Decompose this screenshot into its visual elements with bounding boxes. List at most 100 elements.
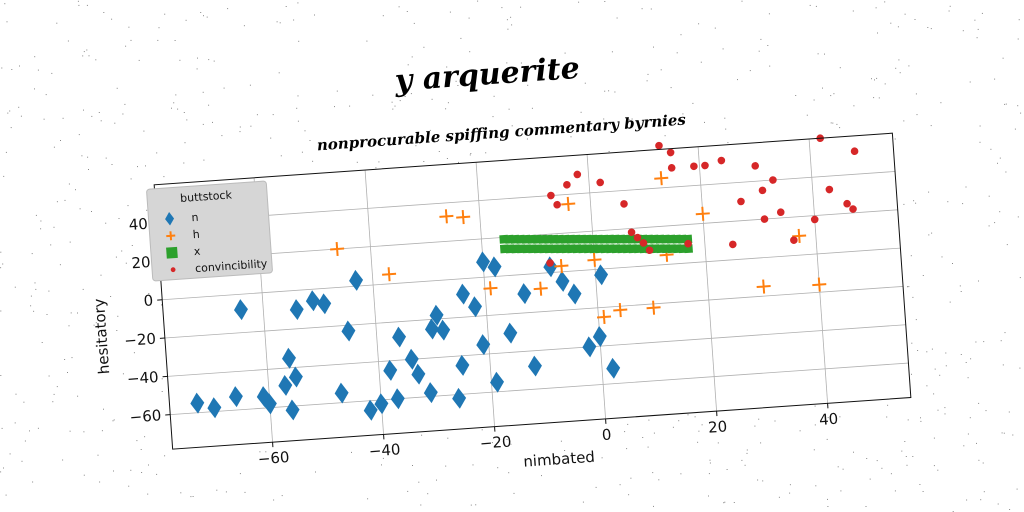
speckle-dot — [611, 51, 613, 53]
speckle-dot — [21, 460, 23, 462]
speckle-dot — [701, 424, 703, 426]
y-axis: −60 −40 −20 0 20 40 — [124, 215, 171, 426]
speckle-dot — [196, 68, 198, 70]
point-convincibility — [701, 161, 709, 170]
speckle-dot — [116, 87, 118, 89]
speckle-dot — [470, 153, 472, 154]
speckle-dot — [931, 232, 933, 234]
speckle-dot — [285, 6, 287, 7]
speckle-dot — [799, 430, 801, 432]
point-convincibility — [547, 191, 555, 200]
speckle-dot — [30, 295, 32, 297]
speckle-dot — [934, 368, 936, 370]
speckle-dot — [723, 502, 725, 504]
point-h — [561, 196, 576, 212]
speckle-dot — [527, 84, 529, 86]
speckle-dot — [116, 330, 118, 331]
speckle-dot — [14, 422, 16, 424]
point-n — [594, 264, 609, 286]
speckle-dot — [624, 431, 626, 433]
speckle-dot — [904, 13, 906, 15]
speckle-dot — [3, 175, 5, 177]
speckle-dot — [112, 420, 114, 422]
speckle-dot — [922, 275, 924, 276]
speckle-dot — [431, 98, 433, 100]
speckle-dot — [131, 245, 133, 246]
speckle-dot — [41, 342, 43, 343]
speckle-dot — [692, 102, 694, 104]
speckle-dot — [1005, 171, 1007, 173]
speckle-dot — [356, 161, 358, 163]
speckle-dot — [608, 90, 610, 92]
speckle-dot — [930, 125, 932, 127]
point-h — [330, 241, 345, 257]
speckle-dot — [1006, 244, 1008, 246]
speckle-dot — [183, 112, 185, 113]
point-convincibility — [666, 148, 675, 157]
speckle-dot — [939, 374, 941, 376]
legend-label-n: n — [191, 211, 199, 224]
point-convincibility — [684, 239, 692, 248]
speckle-dot — [212, 121, 213, 123]
speckle-dot — [774, 420, 776, 422]
speckle-dot — [1002, 364, 1004, 366]
speckle-dot — [1004, 332, 1006, 334]
speckle-dot — [4, 3, 6, 5]
y-tick-label: −20 — [124, 330, 157, 350]
point-convincibility — [620, 200, 628, 208]
speckle-dot — [225, 491, 227, 493]
point-n — [374, 393, 389, 415]
x-tick-label: −60 — [257, 448, 290, 468]
speckle-dot — [881, 467, 883, 469]
speckle-dot — [161, 304, 162, 306]
speckle-dot — [34, 88, 35, 90]
series-convincibility — [546, 134, 859, 267]
speckle-dot — [944, 407, 946, 409]
speckle-dot — [6, 21, 8, 23]
speckle-dot — [687, 414, 689, 416]
speckle-dot — [223, 87, 225, 89]
speckle-dot — [382, 457, 384, 459]
speckle-dot — [429, 129, 431, 131]
point-convincibility — [645, 246, 654, 255]
speckle-dot — [53, 226, 55, 228]
x-tick-label: 40 — [819, 410, 839, 429]
speckle-dot — [700, 61, 702, 63]
speckle-dot — [30, 305, 32, 307]
speckle-dot — [994, 222, 996, 224]
speckle-dot — [259, 451, 261, 453]
speckle-dot — [111, 18, 113, 20]
speckle-dot — [56, 22, 58, 24]
speckle-dot — [156, 376, 157, 377]
point-n — [411, 363, 426, 385]
speckle-dot — [608, 151, 610, 152]
speckle-dot — [1020, 112, 1022, 114]
x-tick-label: 0 — [601, 426, 612, 445]
speckle-dot — [933, 465, 935, 467]
speckle-dot — [146, 209, 148, 211]
speckle-dot — [626, 448, 628, 450]
speckle-dot — [697, 441, 699, 443]
speckle-dot — [34, 282, 36, 284]
speckle-dot — [578, 1, 580, 3]
speckle-dot — [469, 154, 471, 156]
point-n — [468, 296, 483, 318]
speckle-dot — [990, 148, 992, 150]
speckle-dot — [853, 105, 855, 107]
speckle-dot — [928, 234, 930, 236]
point-n — [317, 293, 332, 315]
speckle-dot — [904, 441, 906, 442]
speckle-dot — [381, 464, 382, 466]
speckle-dot — [976, 442, 977, 444]
speckle-dot — [813, 449, 815, 451]
speckle-dot — [917, 350, 919, 351]
speckle-dot — [506, 439, 508, 440]
point-h — [646, 300, 661, 315]
speckle-dot — [680, 34, 682, 36]
speckle-dot — [147, 493, 149, 495]
speckle-dot — [903, 120, 905, 122]
speckle-dot — [64, 359, 66, 360]
point-n — [334, 382, 349, 404]
speckle-dot — [839, 67, 841, 69]
point-h — [456, 210, 471, 225]
